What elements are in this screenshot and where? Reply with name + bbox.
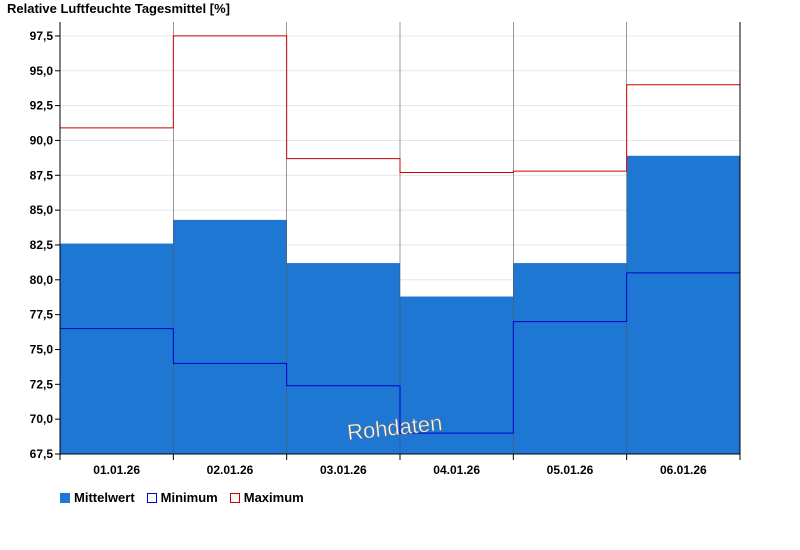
x-tick-label: 03.01.26 (320, 463, 367, 477)
legend-swatch-mean (60, 492, 70, 503)
legend-label-mean: Mittelwert (74, 490, 135, 505)
y-tick-label: 90,0 (30, 133, 54, 147)
y-tick-label: 67,5 (30, 447, 54, 461)
x-tick-label: 06.01.26 (660, 463, 707, 477)
legend-label-max: Maximum (243, 490, 304, 505)
y-tick-label: 82,5 (30, 238, 54, 252)
mean-bar (400, 296, 514, 454)
x-tick-label: 05.01.26 (547, 463, 594, 477)
y-tick-label: 92,5 (30, 99, 54, 113)
legend-swatch-max (229, 492, 240, 503)
mean-bar (286, 263, 400, 454)
legend-item-min: Minimum (146, 490, 218, 505)
maximum-step-line (60, 35, 740, 174)
y-tick-label: 75,0 (30, 342, 54, 356)
legend-item-max: Maximum (229, 490, 304, 505)
chart-title: Relative Luftfeuchte Tagesmittel [%] (7, 1, 230, 16)
x-tick-label: 02.01.26 (207, 463, 254, 477)
legend: Mittelwert Minimum Maximum (60, 490, 316, 505)
y-tick-label: 85,0 (30, 203, 54, 217)
y-tick-label: 72,5 (30, 377, 54, 391)
x-tick-label: 04.01.26 (433, 463, 480, 477)
minimum-step-line (60, 272, 740, 434)
mean-bar (173, 219, 287, 454)
legend-item-mean: Mittelwert (60, 490, 135, 505)
x-tick-label: 01.01.26 (93, 463, 140, 477)
y-tick-label: 97,5 (30, 29, 54, 43)
y-tick-label: 70,0 (30, 412, 54, 426)
y-tick-label: 95,0 (30, 64, 54, 78)
mean-bar (60, 243, 174, 454)
mean-bar (513, 263, 627, 454)
y-tick-label: 87,5 (30, 168, 54, 182)
legend-swatch-min (146, 492, 157, 503)
mean-bar (626, 155, 740, 454)
y-tick-label: 80,0 (30, 273, 54, 287)
y-tick-label: 77,5 (30, 308, 54, 322)
legend-label-min: Minimum (160, 490, 218, 505)
